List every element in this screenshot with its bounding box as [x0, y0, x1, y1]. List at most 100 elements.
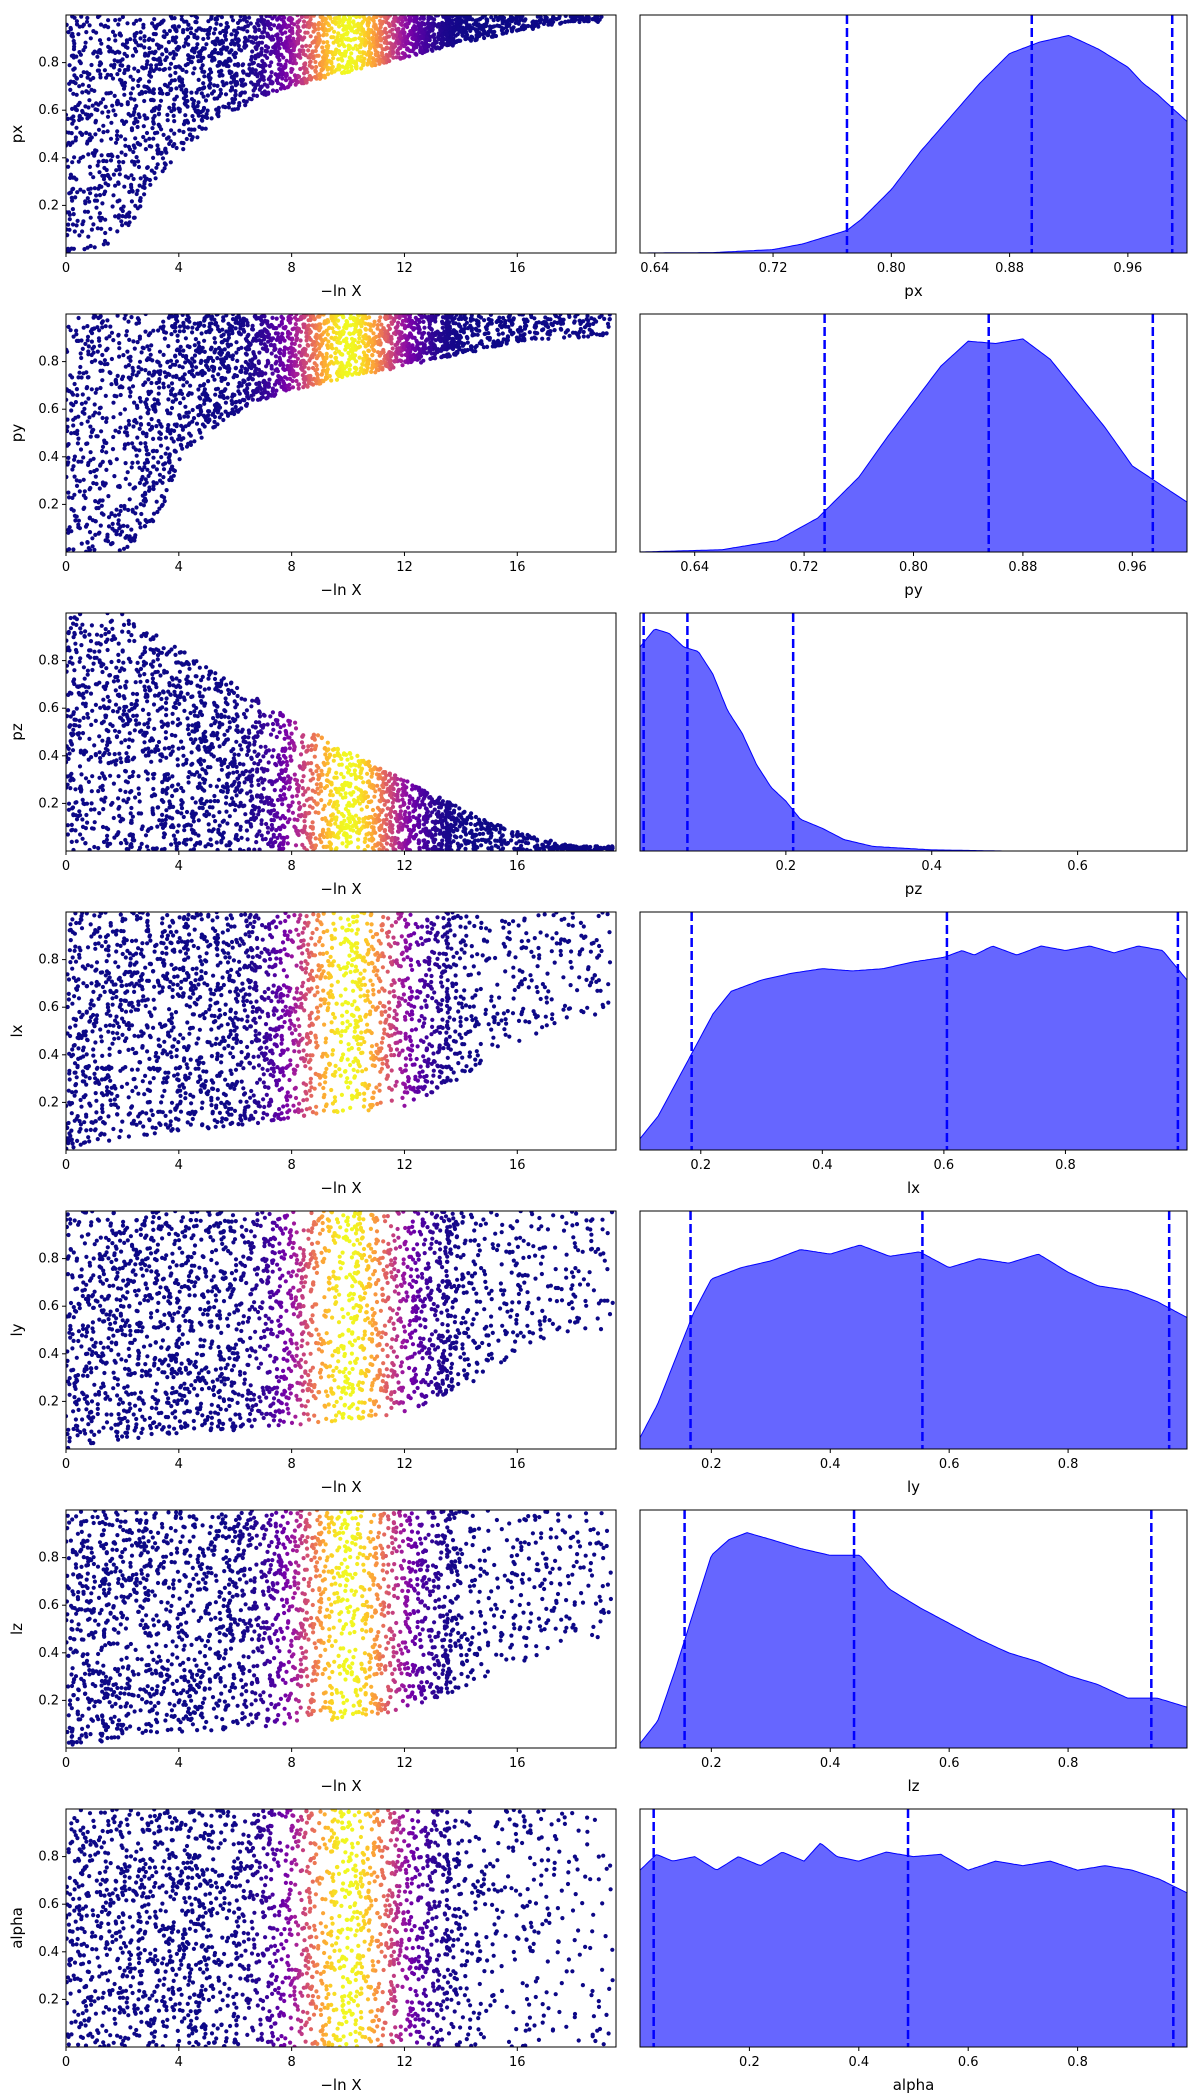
scatter-point: [179, 15, 184, 18]
scatter-point: [457, 345, 462, 350]
scatter-point: [221, 417, 226, 423]
scatter-point: [255, 331, 260, 336]
scatter-point: [474, 23, 479, 28]
scatter-point: [143, 441, 148, 446]
scatter-point: [174, 86, 179, 91]
scatter-point: [287, 76, 292, 81]
scatter-point: [231, 41, 236, 46]
scatter-point: [138, 30, 143, 35]
scatter-point: [133, 40, 139, 45]
scatter-point: [156, 43, 161, 48]
scatter-point: [229, 48, 234, 53]
scatter-point: [553, 314, 558, 317]
scatter-point: [79, 401, 84, 406]
scatter-point: [232, 62, 237, 67]
scatter-point: [344, 336, 349, 341]
scatter-point: [265, 390, 270, 395]
scatter-point: [191, 118, 196, 123]
scatter-point: [96, 531, 101, 536]
scatter-point: [220, 79, 225, 84]
scatter-point: [303, 77, 308, 83]
scatter-point: [108, 158, 114, 163]
scatter-point: [371, 30, 376, 35]
scatter-point: [283, 324, 288, 330]
scatter-point: [224, 314, 229, 318]
scatter-point: [329, 342, 334, 347]
scatter-point: [137, 465, 142, 470]
scatter-point: [347, 15, 353, 20]
scatter-point: [136, 112, 141, 117]
scatter-point: [254, 316, 259, 321]
scatter-point: [185, 104, 190, 109]
scatter-point: [110, 29, 116, 34]
scatter-point: [377, 318, 382, 323]
scatter-point: [143, 90, 148, 95]
scatter-point: [93, 474, 98, 479]
scatter-point: [483, 331, 488, 336]
scatter-point: [132, 418, 137, 424]
scatter-point: [196, 413, 201, 418]
scatter-point: [333, 355, 339, 360]
scatter-point: [402, 323, 407, 328]
scatter-point: [135, 340, 140, 345]
x-tick-label: 8: [288, 261, 296, 276]
scatter-point: [213, 340, 218, 345]
scatter-point: [93, 118, 98, 123]
scatter-point: [348, 356, 353, 361]
scatter-point: [247, 96, 252, 101]
scatter-point: [170, 464, 175, 469]
scatter-point: [455, 32, 460, 37]
scatter-point: [314, 53, 319, 58]
scatter-point: [94, 481, 99, 486]
scatter-point: [218, 22, 223, 27]
scatter-point: [310, 323, 315, 328]
scatter-point: [195, 42, 200, 47]
scatter-point: [370, 359, 375, 364]
scatter-point: [229, 75, 234, 80]
scatter-point: [322, 361, 327, 366]
scatter-point: [517, 18, 522, 23]
scatter-point: [223, 376, 228, 381]
scatter-point: [301, 322, 306, 327]
scatter-point: [348, 316, 353, 321]
scatter-point: [403, 37, 408, 42]
scatter-point: [265, 84, 270, 89]
scatter-point: [227, 71, 233, 76]
scatter-point: [162, 495, 167, 500]
scatter-point: [273, 361, 278, 366]
scatter-point: [173, 70, 178, 75]
scatter-point: [260, 30, 265, 35]
scatter-point: [567, 333, 572, 338]
scatter-point: [294, 338, 299, 343]
scatter-point: [278, 15, 283, 18]
scatter-point: [484, 21, 489, 26]
scatter-point: [156, 112, 161, 117]
scatter-point: [295, 20, 300, 25]
scatter-panel-py: 0 4 8 12 16−ln X0.20.40.60.8py: [8, 313, 617, 599]
scatter-point: [120, 214, 125, 219]
scatter-point: [100, 110, 105, 115]
scatter-point: [181, 83, 186, 88]
scatter-point: [169, 128, 174, 133]
scatter-point: [468, 38, 474, 43]
scatter-points: [66, 15, 604, 253]
scatter-point: [389, 340, 394, 345]
scatter-point: [534, 19, 539, 24]
scatter-point: [212, 83, 217, 88]
scatter-point: [185, 414, 190, 419]
scatter-point: [277, 67, 282, 72]
scatter-point: [172, 24, 177, 29]
scatter-point: [257, 27, 262, 32]
scatter-point: [106, 37, 111, 42]
scatter-point: [442, 25, 447, 30]
scatter-point: [209, 51, 214, 56]
scatter-point: [135, 405, 140, 410]
scatter-point: [393, 342, 398, 348]
scatter-point: [353, 43, 358, 48]
scatter-point: [345, 69, 350, 75]
scatter-point: [122, 506, 127, 511]
scatter-point: [66, 22, 69, 27]
scatter-point: [395, 48, 400, 53]
scatter-point: [413, 32, 419, 37]
scatter-point: [201, 105, 207, 111]
